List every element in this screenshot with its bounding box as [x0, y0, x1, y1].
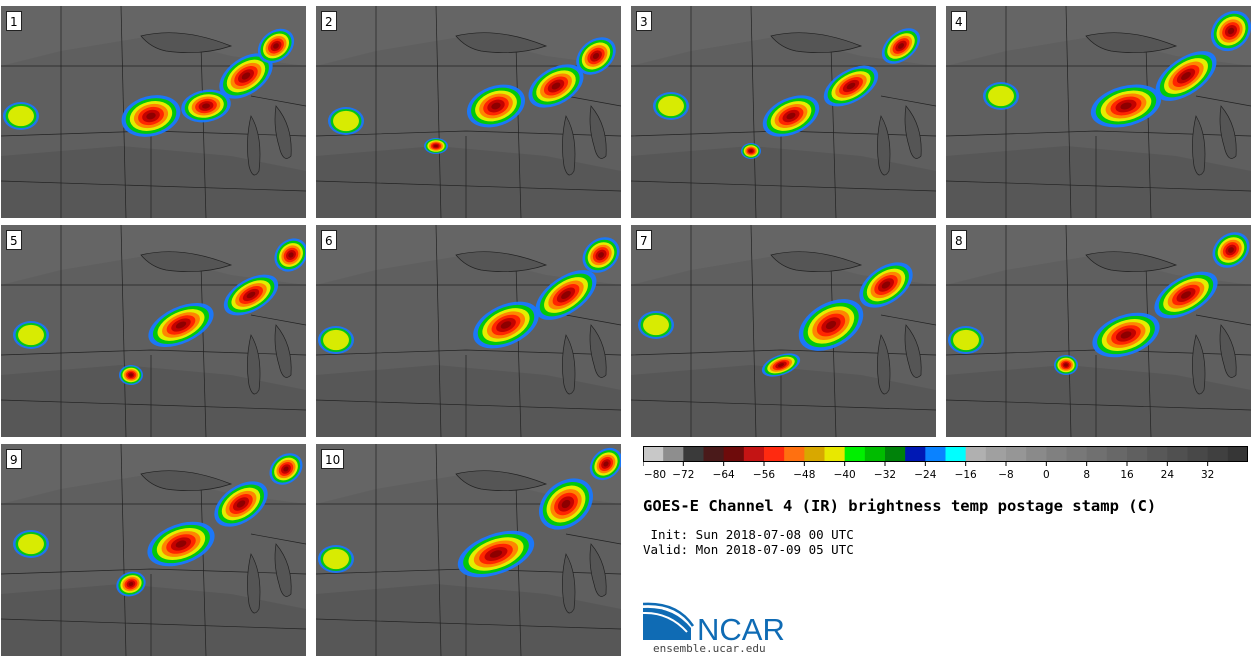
- panel-number: 9: [6, 449, 22, 469]
- logo-wordmark: NCAR: [697, 612, 785, 644]
- colorbar-segment: [1227, 446, 1248, 462]
- map-panel: 5: [1, 225, 306, 437]
- colorbar-segment: [1127, 446, 1148, 462]
- map-panel: 10: [316, 444, 621, 656]
- colorbar-segment: [864, 446, 886, 462]
- colorbar-tick-label: −40: [834, 469, 856, 481]
- panel-number: 2: [321, 11, 337, 31]
- colorbar-segment: [905, 446, 926, 462]
- init-time: Init: Sun 2018-07-08 00 UTC: [643, 527, 854, 542]
- colorbar-tick-label: 8: [1083, 469, 1090, 481]
- colorbar-segment: [1147, 446, 1168, 462]
- panel-number: 8: [951, 230, 967, 250]
- map-panel: 9: [1, 444, 306, 656]
- colorbar-segment: [1006, 446, 1027, 462]
- panel-number: 3: [636, 11, 652, 31]
- colorbar-tick-label: −72: [672, 469, 694, 481]
- colorbar-segment: [925, 446, 946, 462]
- colorbar-segment: [945, 446, 967, 462]
- colorbar-segment: [985, 446, 1007, 462]
- panel-number: 4: [951, 11, 967, 31]
- colorbar-segment: [1026, 446, 1047, 462]
- panel-number: 5: [6, 230, 22, 250]
- ir-satellite-map: [1, 444, 306, 656]
- ir-satellite-map: [1, 225, 306, 437]
- colorbar-segment: [784, 446, 805, 462]
- panel-number: 10: [321, 449, 345, 469]
- colorbar-tick-labels: −80 −72 −64 −56 −48 −40 −32 −24 −16 −8 0 8 16 24 32: [643, 462, 1214, 481]
- colorbar-tick-label: 32: [1201, 469, 1214, 481]
- colorbar-segment: [1187, 446, 1209, 462]
- colorbar-segment: [723, 446, 745, 462]
- colorbar-segment: [1207, 446, 1229, 462]
- map-panel: 3: [631, 6, 936, 218]
- ir-satellite-map: [316, 6, 621, 218]
- map-panel: 6: [316, 225, 621, 437]
- colorbar-segment: [1046, 446, 1067, 462]
- colorbar-tick-label: 0: [1043, 469, 1050, 481]
- ir-satellite-map: [946, 225, 1251, 437]
- map-panel: 2: [316, 6, 621, 218]
- figure-title: GOES-E Channel 4 (IR) brightness temp po…: [643, 497, 1157, 515]
- temperature-colorbar: [643, 446, 1248, 462]
- map-panel: 8: [946, 225, 1251, 437]
- colorbar-tick-label: −64: [713, 469, 735, 481]
- colorbar-tick-label: −24: [914, 469, 936, 481]
- colorbar-tick-label: −48: [793, 469, 815, 481]
- colorbar-segment: [1167, 446, 1188, 462]
- ir-satellite-map: [631, 225, 936, 437]
- map-panel: 7: [631, 225, 936, 437]
- colorbar-segment: [965, 446, 987, 462]
- valid-time: Valid: Mon 2018-07-09 05 UTC: [643, 542, 854, 557]
- colorbar-tick-label: −56: [753, 469, 775, 481]
- ir-satellite-map: [316, 225, 621, 437]
- panel-number: 1: [6, 11, 22, 31]
- colorbar-segment: [844, 446, 866, 462]
- colorbar-segment: [1106, 446, 1128, 462]
- colorbar-segment: [643, 446, 664, 462]
- colorbar-segment: [1066, 446, 1088, 462]
- colorbar-segment: [703, 446, 725, 462]
- colorbar-segment: [804, 446, 825, 462]
- colorbar-segment: [1086, 446, 1108, 462]
- ncar-logo: NCAR: [643, 602, 785, 644]
- colorbar-segment: [743, 446, 765, 462]
- ir-satellite-map: [946, 6, 1251, 218]
- panel-number: 7: [636, 230, 652, 250]
- colorbar-tick-label: 16: [1120, 469, 1134, 481]
- colorbar-tick-label: −16: [955, 469, 977, 481]
- map-panel: 1: [1, 6, 306, 218]
- colorbar-tick-label: −32: [874, 469, 896, 481]
- map-panel: 4: [946, 6, 1251, 218]
- site-url: ensemble.ucar.edu: [653, 642, 766, 655]
- ir-satellite-map: [1, 6, 306, 218]
- colorbar-segment: [824, 446, 846, 462]
- ir-satellite-map: [631, 6, 936, 218]
- colorbar-tick-label: 24: [1161, 469, 1175, 481]
- colorbar-segment: [885, 446, 906, 462]
- colorbar-segment: [663, 446, 684, 462]
- colorbar-tick-label: −80: [644, 469, 666, 481]
- colorbar-segment: [683, 446, 704, 462]
- colorbar-tick-label: −8: [998, 469, 1013, 481]
- colorbar-segment: [764, 446, 785, 462]
- panel-number: 6: [321, 230, 337, 250]
- ir-satellite-map: [316, 444, 621, 656]
